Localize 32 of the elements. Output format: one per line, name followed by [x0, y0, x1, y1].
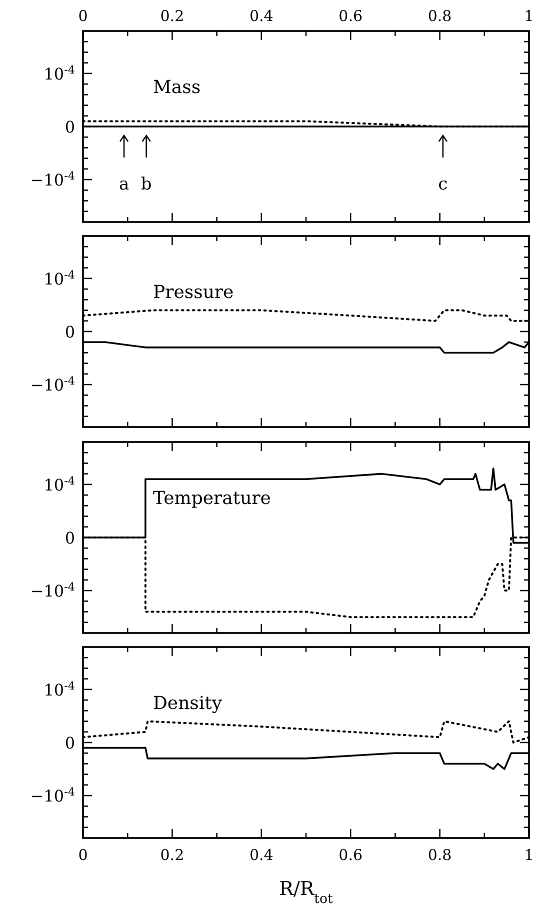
- x-tick-label: 1: [524, 846, 534, 864]
- y-tick-label: 0: [64, 322, 75, 342]
- annotation: b: [140, 174, 152, 194]
- y-tick-label: 0: [64, 528, 75, 548]
- text: Pressure: [153, 282, 234, 303]
- y-tick-label: 10$^{-4}$: [44, 678, 75, 700]
- x2-tick-label: 0.6: [338, 7, 363, 25]
- x2-tick-label: 0.8: [428, 7, 452, 25]
- y-tick-label: 0: [64, 734, 75, 752]
- x2-tick-label: 0.2: [160, 7, 184, 25]
- x2-tick-label: 0.4: [249, 7, 274, 25]
- y-tick-label: −10$^{-4}$: [30, 374, 75, 395]
- x-axis-title: R/R$_{tot}$: [279, 878, 334, 906]
- x-tick-label: 0.2: [160, 846, 184, 864]
- y-tick-label: 10$^{-4}$: [44, 268, 75, 288]
- annotation: a: [118, 174, 130, 194]
- x-tick-label: 0.8: [428, 846, 452, 864]
- text: Density: [153, 693, 223, 714]
- x2-tick-label: 0: [78, 7, 88, 25]
- annotation: c: [438, 174, 448, 194]
- y-tick-label: 10$^{-4}$: [44, 474, 75, 494]
- y-tick-label: 0: [64, 118, 75, 136]
- text: Temperature: [153, 488, 271, 509]
- y-tick-label: −10$^{-4}$: [30, 785, 75, 806]
- x2-tick-label: 1: [524, 7, 534, 25]
- text: Mass: [153, 77, 201, 98]
- y-tick-label: −10$^{-4}$: [30, 580, 75, 601]
- y-tick-label: −10$^{-4}$: [30, 169, 75, 190]
- y-tick-label: 10$^{-4}$: [44, 62, 75, 84]
- x-tick-label: 0.6: [338, 846, 363, 864]
- x-tick-label: 0: [78, 846, 88, 864]
- x-tick-label: 0.4: [249, 846, 274, 864]
